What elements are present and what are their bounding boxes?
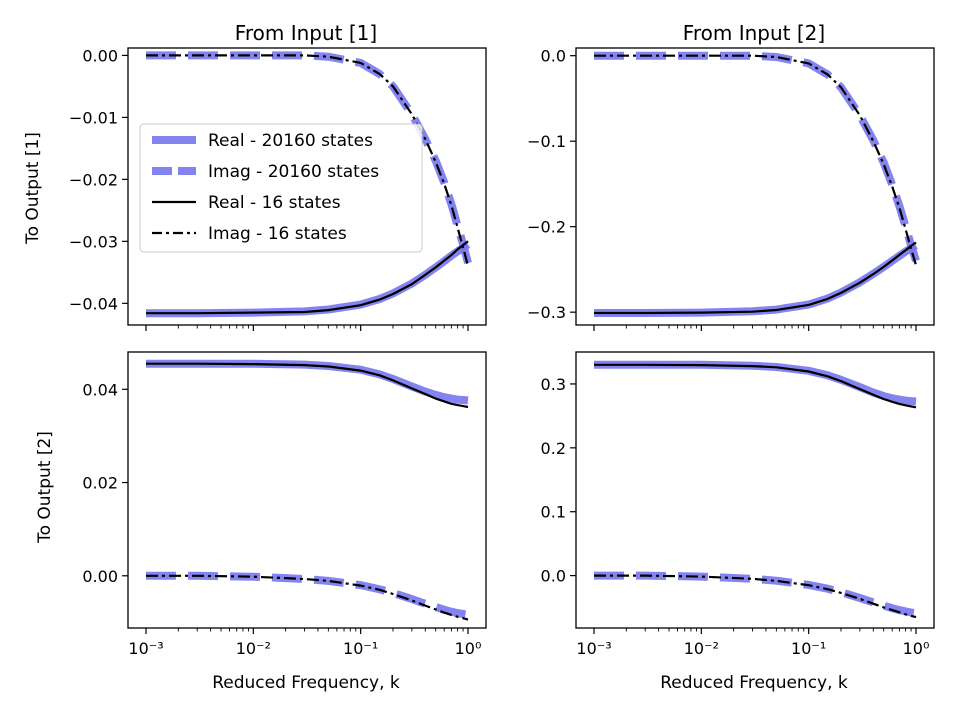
y-tick-label: −0.2 [527,218,566,237]
y-tick-label: 0.00 [82,567,118,586]
legend-label: Imag - 20160 states [208,162,379,182]
y-tick-label: −0.04 [69,294,118,313]
x-tick-label: 10⁻¹ [343,639,378,658]
x-tick-label: 10⁻² [236,639,271,658]
series-line [146,571,469,619]
y-axis-label: To Output [2] [35,431,55,544]
series-line [146,54,470,267]
series-line [594,241,918,317]
series-line [594,571,917,618]
plot-frame [127,47,487,326]
y-tick-label: −0.01 [69,108,118,127]
subplot-title: From Input [1] [235,21,377,45]
x-axis-label: Reduced Frequency, k [212,673,400,693]
series-line [594,360,917,406]
series-line [146,240,469,315]
subplot-input1-output2: To Output [2] Reduced Frequency, k 0.00 0… [35,351,487,693]
plot-frame [575,351,935,629]
series-line [594,51,920,263]
y-tick-label: −0.03 [69,232,118,251]
x-tick-label: 10⁻³ [128,639,163,658]
legend-label: Real - 20160 states [208,131,373,151]
subplot-title: From Input [2] [683,21,825,45]
series-line [594,574,917,619]
x-tick-label: 10⁻¹ [791,639,826,658]
x-tick-label: 10⁰ [455,639,482,658]
y-tick-label: 0.0 [541,567,566,586]
subplot-input2-output2: Reduced Frequency, k 0.0 0.1 0.2 0.3 10⁻³ 10⁻… [541,351,935,693]
legend: Real - 20160 states Imag - 20160 states Re… [139,123,423,253]
y-tick-label: 0.2 [541,439,566,458]
series-line [146,362,469,409]
y-tick-label: −0.3 [527,303,566,322]
y-tick-label: −0.1 [527,132,566,151]
series-line [146,574,469,621]
legend-box [139,123,423,253]
plot-frame [575,47,935,326]
y-tick-label: 0.3 [541,375,566,394]
x-axis-label: Reduced Frequency, k [660,673,848,693]
subplot-input1-output1: From Input [1] To Output [1] 0.00 −0.01 −0… [23,21,487,331]
plot-frame [127,351,487,629]
series-line [594,54,918,266]
x-tick-label: 10⁻² [684,639,719,658]
y-axis-label: To Output [1] [23,132,43,245]
legend-label: Imag - 16 states [208,224,347,244]
y-tick-label: 0.1 [541,503,566,522]
legend-label: Real - 16 states [208,193,341,213]
x-tick-label: 10⁰ [903,639,930,658]
y-tick-label: 0.00 [82,46,118,65]
subplot-input2-output1: From Input [2] 0.0 −0.1 −0.2 −0.3 [527,21,935,331]
y-tick-label: 0.0 [541,47,566,66]
series-line [594,363,917,409]
y-tick-label: −0.02 [69,170,118,189]
series-line [594,241,917,315]
series-line [146,359,469,405]
y-tick-label: 0.02 [82,474,118,493]
x-tick-label: 10⁻³ [576,639,611,658]
y-tick-label: 0.04 [82,380,118,399]
